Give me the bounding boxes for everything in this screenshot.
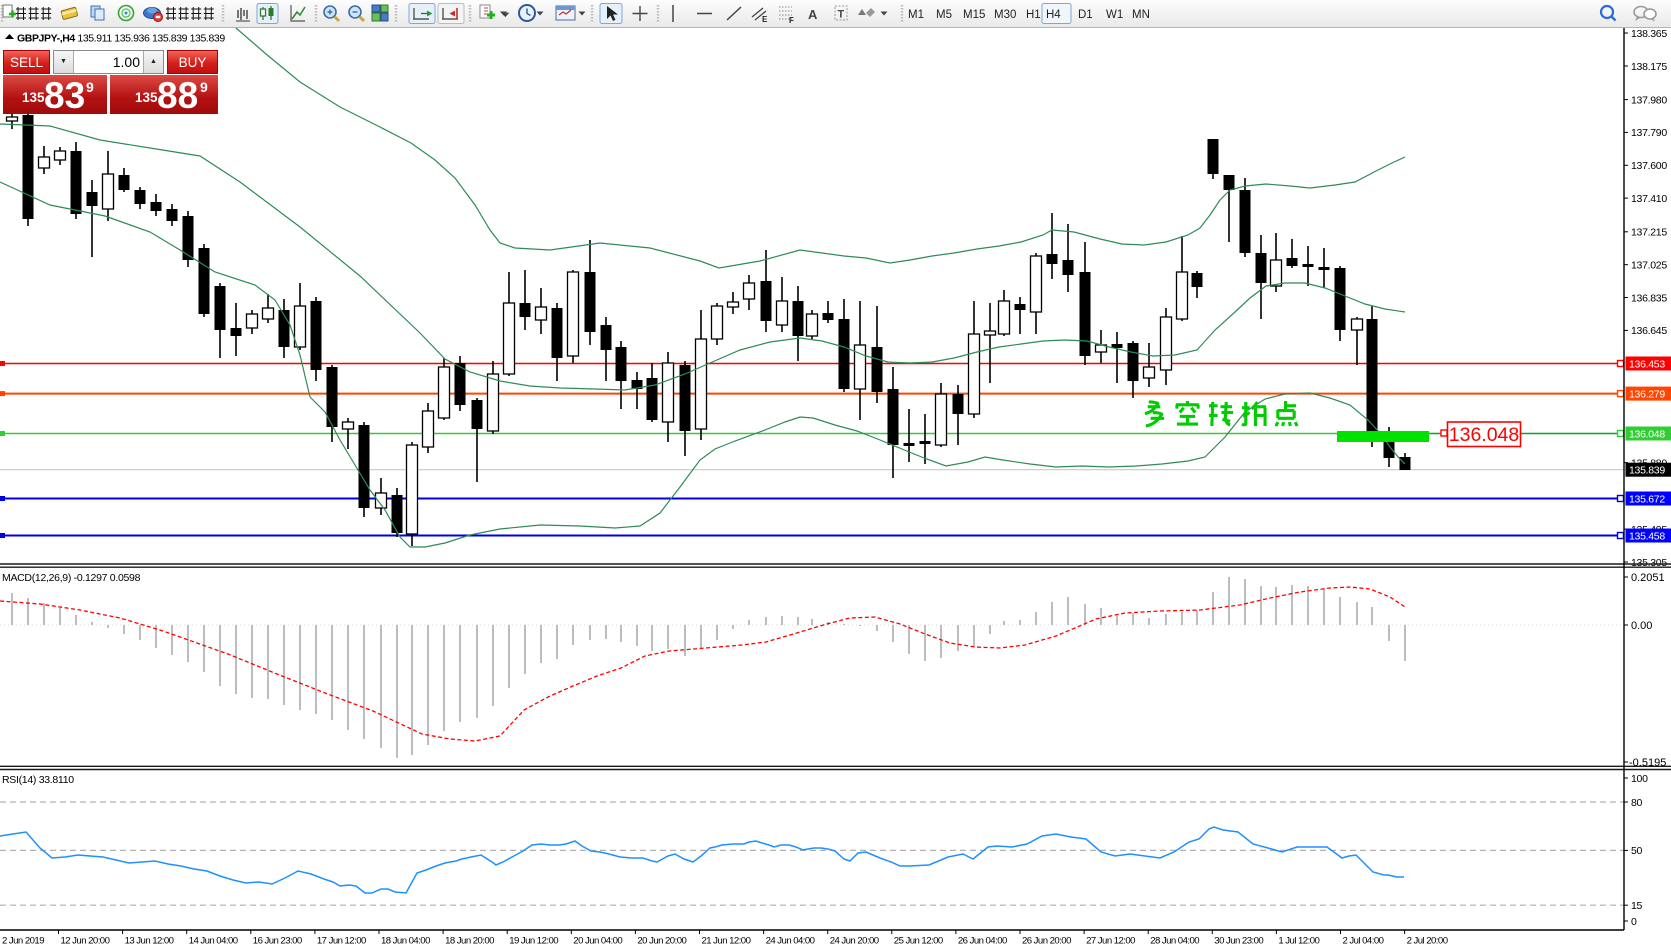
- svg-text:2 Jul 04:00: 2 Jul 04:00: [1343, 936, 1384, 947]
- svg-text:136.453: 136.453: [1629, 359, 1665, 371]
- svg-text:50: 50: [1631, 845, 1643, 857]
- svg-text:RSI(14) 33.8110: RSI(14) 33.8110: [2, 774, 74, 786]
- svg-text:M5: M5: [936, 9, 952, 21]
- svg-text:21 Jun 12:00: 21 Jun 12:00: [702, 936, 751, 947]
- svg-text:136.645: 136.645: [1631, 325, 1667, 337]
- svg-text:A: A: [808, 7, 818, 22]
- svg-text:26 Jun 20:00: 26 Jun 20:00: [1022, 936, 1071, 947]
- svg-text:2 Jul 20:00: 2 Jul 20:00: [1407, 936, 1448, 947]
- svg-text:135.839: 135.839: [1629, 465, 1665, 477]
- svg-text:D1: D1: [1078, 9, 1093, 21]
- svg-text:M30: M30: [994, 9, 1016, 21]
- svg-text:136.835: 136.835: [1631, 292, 1667, 304]
- svg-text:GBPJPY-,H4 135.911 135.936 13: GBPJPY-,H4 135.911 135.936 135.839 135.8…: [17, 33, 225, 45]
- svg-text:24 Jun 20:00: 24 Jun 20:00: [830, 936, 879, 947]
- svg-text:138.175: 138.175: [1631, 61, 1667, 73]
- svg-text:137.215: 137.215: [1631, 227, 1667, 239]
- svg-text:137.790: 137.790: [1631, 127, 1667, 139]
- svg-text:15: 15: [1631, 900, 1643, 912]
- svg-text:2 Jun 2019: 2 Jun 2019: [2, 936, 44, 947]
- svg-text:17 Jun 12:00: 17 Jun 12:00: [317, 936, 366, 947]
- svg-text:136.048: 136.048: [1629, 429, 1665, 441]
- svg-text:135.672: 135.672: [1629, 494, 1665, 506]
- svg-text:27 Jun 12:00: 27 Jun 12:00: [1086, 936, 1135, 947]
- svg-text:0: 0: [1631, 916, 1637, 928]
- svg-text:14 Jun 04:00: 14 Jun 04:00: [189, 936, 238, 947]
- svg-text:100: 100: [1631, 773, 1648, 785]
- svg-text:18 Jun 04:00: 18 Jun 04:00: [381, 936, 430, 947]
- svg-text:138.365: 138.365: [1631, 28, 1667, 40]
- svg-text:137.025: 137.025: [1631, 260, 1667, 272]
- svg-text:0.00: 0.00: [1631, 620, 1652, 632]
- svg-text:18 Jun 20:00: 18 Jun 20:00: [445, 936, 494, 947]
- svg-text:137.980: 137.980: [1631, 94, 1667, 106]
- svg-text:16 Jun 23:00: 16 Jun 23:00: [253, 936, 302, 947]
- svg-text:MN: MN: [1132, 9, 1150, 21]
- svg-text:20 Jun 20:00: 20 Jun 20:00: [637, 936, 686, 947]
- svg-text:H4: H4: [1046, 9, 1061, 21]
- svg-text:W1: W1: [1106, 9, 1123, 21]
- svg-text:0.2051: 0.2051: [1631, 572, 1665, 584]
- svg-text:M15: M15: [963, 9, 985, 21]
- svg-text:1 Jul 12:00: 1 Jul 12:00: [1278, 936, 1319, 947]
- svg-text:80: 80: [1631, 797, 1643, 809]
- svg-text:13 Jun 12:00: 13 Jun 12:00: [125, 936, 174, 947]
- svg-text:137.410: 137.410: [1631, 193, 1667, 205]
- svg-text:26 Jun 04:00: 26 Jun 04:00: [958, 936, 1007, 947]
- svg-text:E: E: [762, 15, 768, 24]
- svg-text:19 Jun 12:00: 19 Jun 12:00: [509, 936, 558, 947]
- svg-text:F: F: [789, 16, 794, 25]
- svg-text:135.458: 135.458: [1629, 531, 1665, 543]
- svg-text:12 Jun 20:00: 12 Jun 20:00: [61, 936, 110, 947]
- svg-text:T: T: [838, 9, 845, 21]
- svg-text:137.600: 137.600: [1631, 160, 1667, 172]
- svg-text:MACD(12,26,9) -0.1297 0.0598: MACD(12,26,9) -0.1297 0.0598: [2, 572, 141, 584]
- svg-text:-0.5195: -0.5195: [1629, 757, 1666, 769]
- svg-text:25 Jun 12:00: 25 Jun 12:00: [894, 936, 943, 947]
- svg-text:24 Jun 04:00: 24 Jun 04:00: [766, 936, 815, 947]
- svg-text:M1: M1: [908, 9, 924, 21]
- svg-text:H1: H1: [1026, 9, 1041, 21]
- svg-text:136.048: 136.048: [1449, 424, 1520, 446]
- svg-text:28 Jun 04:00: 28 Jun 04:00: [1150, 936, 1199, 947]
- svg-text:135.305: 135.305: [1631, 557, 1667, 569]
- svg-text:30 Jun 23:00: 30 Jun 23:00: [1214, 936, 1263, 947]
- svg-text:20 Jun 04:00: 20 Jun 04:00: [573, 936, 622, 947]
- svg-text:136.279: 136.279: [1629, 389, 1665, 401]
